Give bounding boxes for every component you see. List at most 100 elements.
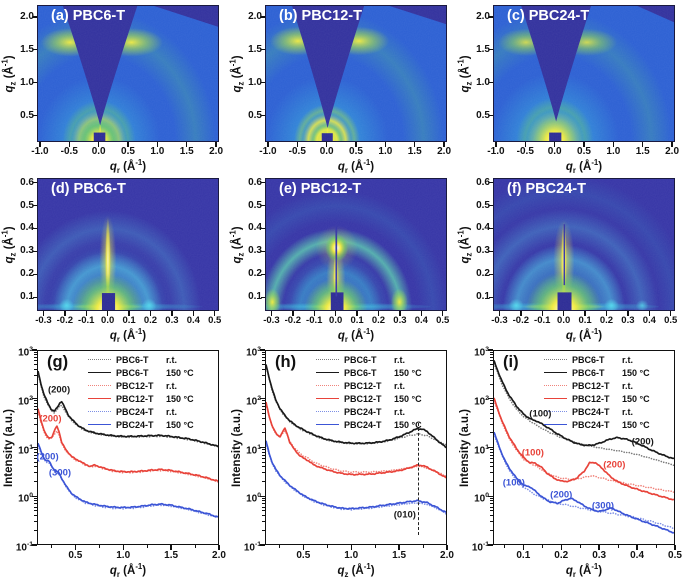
legend-row: PBC12-T r.t. <box>316 379 445 392</box>
legend-line-sample <box>316 411 339 412</box>
y-tick-label: 1.5 <box>248 43 262 55</box>
panel-label: (f) PBC24-T <box>507 181 586 197</box>
y-minor-tick <box>262 503 265 505</box>
x-tick-mark <box>446 545 448 550</box>
x-tick-label: 0.5 <box>668 550 682 561</box>
y-tick-label: 0.3 <box>20 245 34 257</box>
y-minor-tick <box>490 400 493 402</box>
x-tick-mark <box>399 311 401 316</box>
y-minor-tick <box>490 451 493 453</box>
y-tick-mark <box>32 227 37 230</box>
y-minor-tick <box>490 510 493 512</box>
legend-series-temp: 150 °C <box>394 419 422 430</box>
x-minor-tick <box>422 545 424 548</box>
detector-image <box>265 178 447 311</box>
legend-series-temp: 150 °C <box>166 419 194 430</box>
y-minor-tick <box>262 510 265 512</box>
x-axis-title: qr (Å-1) <box>565 158 603 176</box>
x-tick-mark <box>636 545 638 550</box>
y-minor-tick <box>34 360 37 362</box>
x-tick-mark <box>648 311 650 316</box>
x-tick-label: -0.5 <box>288 146 306 157</box>
legend-series-temp: r.t. <box>166 406 178 417</box>
y-tick-label: 1.0 <box>20 76 34 88</box>
x-minor-tick <box>194 545 196 548</box>
legend-line-sample <box>544 411 567 412</box>
x-tick-label: 0.3 <box>393 315 407 326</box>
legend-row: PBC24-T 150 °C <box>316 418 445 431</box>
y-minor-tick <box>262 360 265 362</box>
legend-series-name: PBC24-T <box>344 419 382 430</box>
y-minor-tick <box>34 529 37 531</box>
y-minor-tick <box>262 457 265 459</box>
peak-annotation: (200) <box>603 459 626 471</box>
y-minor-tick <box>34 472 37 474</box>
y-tick-mark <box>260 204 265 207</box>
y-minor-tick <box>262 374 265 376</box>
legend-row: PBC12-T r.t. <box>88 379 217 392</box>
legend: PBC6-T r.t. PBC6-T 150 °C PBC12-T r.t. PBC12-T… <box>544 353 673 431</box>
legend-line-sample <box>544 385 567 386</box>
legend-line-sample <box>88 411 111 412</box>
legend-series-temp: r.t. <box>394 354 406 365</box>
legend-line-sample <box>544 372 567 373</box>
legend-row: PBC6-T 150 °C <box>88 366 217 379</box>
y-tick-mark <box>488 446 493 449</box>
legend-row: PBC24-T 150 °C <box>544 418 673 431</box>
legend-line-sample <box>316 398 339 399</box>
y-minor-tick <box>262 432 265 434</box>
panel-f-2d-lowq-pbc24t: (f) PBC24-T -0.3 -0.2 -0.1 0.0 0.1 0.2 0.3 0.4 0.… <box>456 177 678 351</box>
x-tick-label: -0.3 <box>491 315 508 326</box>
x-tick-label: 0.5 <box>664 315 678 326</box>
y-minor-tick <box>34 515 37 517</box>
y-tick-label: 101 <box>18 443 33 456</box>
x-tick-mark <box>541 311 543 316</box>
x-tick-label: 0.4 <box>186 315 200 326</box>
y-minor-tick <box>490 497 493 499</box>
peak-annotation: (200) <box>550 489 573 501</box>
x-tick-mark <box>562 311 565 316</box>
x-tick-mark <box>520 311 522 316</box>
y-tick-mark <box>260 49 265 51</box>
y-tick-mark <box>260 495 265 497</box>
legend-series-name: PBC24-T <box>572 406 610 417</box>
y-minor-tick <box>34 400 37 402</box>
y-axis-title: qz (Å-1) <box>0 54 18 93</box>
x-tick-mark <box>498 311 501 316</box>
series-PBC12-T-150C <box>494 397 674 501</box>
y-axis-title: qz (Å-1) <box>0 225 18 264</box>
y-minor-tick <box>262 405 265 407</box>
y-tick-mark <box>260 16 265 18</box>
x-tick-mark <box>39 142 41 147</box>
y-tick-mark <box>32 296 37 298</box>
x-tick-mark <box>524 142 526 147</box>
y-minor-tick <box>490 364 493 366</box>
legend-series-name: PBC6-T <box>344 367 377 378</box>
x-tick-mark <box>296 142 298 147</box>
y-tick-label: 2.0 <box>476 10 490 22</box>
y-tick-label: 102 <box>18 394 33 408</box>
x-tick-mark <box>495 142 497 147</box>
y-minor-tick <box>490 417 493 419</box>
series-PBC12-T-rt <box>266 403 446 477</box>
x-axis-title: qr (Å-1) <box>109 327 147 345</box>
y-tick-mark <box>488 204 493 207</box>
y-minor-tick <box>490 354 493 356</box>
panel-b-2d-giwaxs-pbc12t: (b) PBC12-T -1.0 -0.5 0.0 0.5 1.0 1.5 2.0 0.5 1.0… <box>228 5 451 182</box>
peak-annotation: (200) <box>39 413 62 425</box>
y-minor-tick <box>490 503 493 505</box>
giwaxs-2d-pattern <box>266 179 446 310</box>
x-tick-mark <box>313 311 315 316</box>
y-tick-label: 0.5 <box>476 109 490 121</box>
x-tick-mark <box>74 545 76 550</box>
x-minor-tick <box>617 545 619 548</box>
series-PBC24-T-rt <box>494 433 674 530</box>
y-minor-tick <box>34 461 37 463</box>
x-tick-mark <box>302 545 304 550</box>
legend-series-name: PBC12-T <box>572 393 610 404</box>
x-tick-mark <box>171 311 173 316</box>
y-minor-tick <box>490 506 493 508</box>
legend-series-temp: 150 °C <box>394 367 422 378</box>
legend-line-sample <box>316 372 339 373</box>
x-tick-mark <box>384 142 387 147</box>
